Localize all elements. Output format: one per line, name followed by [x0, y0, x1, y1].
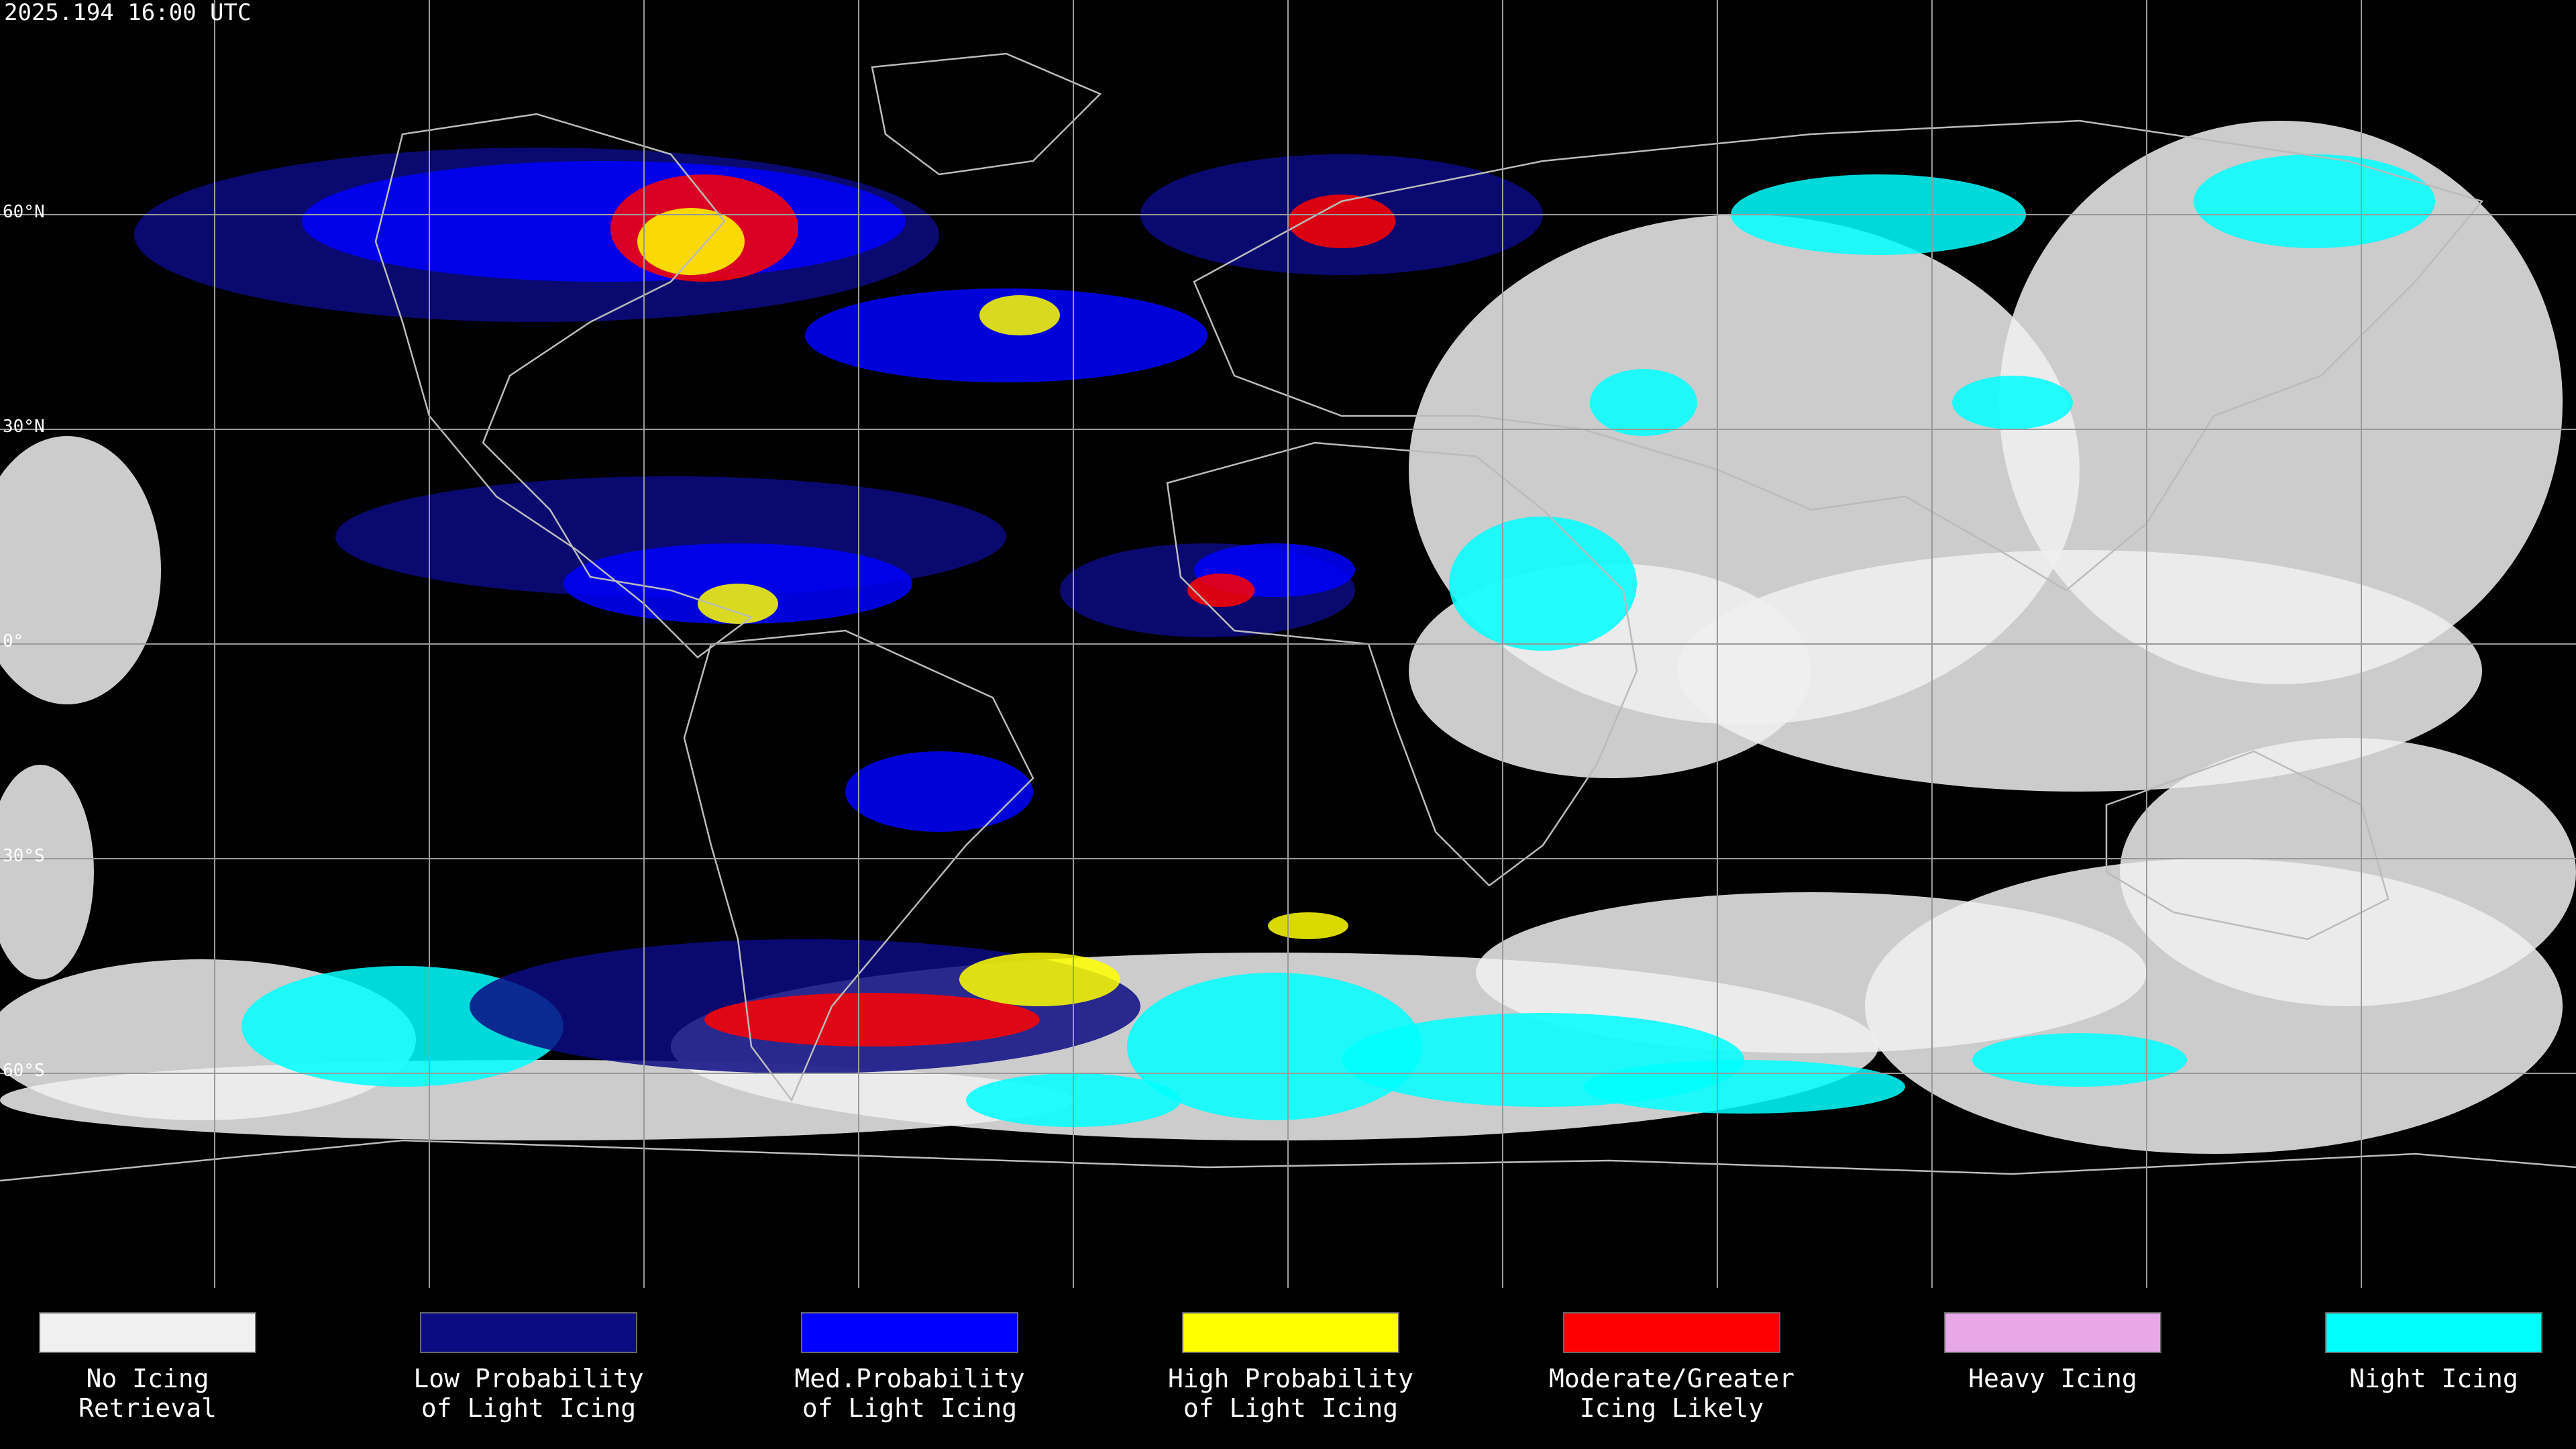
- legend-label: High Probability: [1168, 1364, 1413, 1393]
- cloud-area: [704, 993, 1040, 1046]
- latitude-label: 0°: [3, 631, 23, 651]
- cloud-area: [0, 436, 161, 704]
- latitude-label: 30°N: [3, 417, 45, 437]
- cloud-area: [1590, 369, 1697, 436]
- legend-label: of Light Icing: [1183, 1393, 1398, 1423]
- legend-label: Heavy Icing: [1968, 1364, 2137, 1393]
- cloud-area: [959, 953, 1120, 1006]
- legend-label: of Light Icing: [802, 1393, 1017, 1423]
- cloud-area: [698, 584, 778, 624]
- legend-swatch: [1182, 1312, 1399, 1353]
- cloud-area: [1187, 574, 1254, 607]
- graticule: [0, 0, 2576, 1288]
- coastline: [0, 1139, 2576, 1182]
- map-labels: 2025.194 16:00 UTC 60°N 30°N 0° 30°S 60°S: [3, 0, 251, 1081]
- latitude-label: 60°N: [3, 202, 45, 222]
- cloud-area: [1583, 1060, 1905, 1114]
- cloud-area: [845, 751, 1033, 832]
- cloud-area: [0, 765, 94, 979]
- cloud-area: [2194, 154, 2435, 248]
- cloud-area: [1972, 1033, 2187, 1087]
- legend-swatch: [1563, 1312, 1780, 1353]
- cloud-area: [302, 161, 906, 282]
- cloud-area: [1865, 859, 2563, 1154]
- legend-label: Moderate/Greater: [1549, 1364, 1794, 1393]
- legend-label: of Light Icing: [421, 1393, 636, 1423]
- legend-swatch: [420, 1312, 637, 1353]
- coastline: [683, 629, 1034, 1102]
- legend-label: Med.Probability: [794, 1364, 1024, 1393]
- cloud-area: [1449, 517, 1637, 651]
- legend-label: Retrieval: [78, 1393, 217, 1423]
- cloud-area: [1127, 973, 1422, 1120]
- cloud-area: [0, 1060, 1073, 1140]
- cloud-area: [637, 208, 745, 275]
- coastline: [871, 52, 1102, 176]
- cloud-layer: [0, 121, 2576, 1154]
- latitude-label: 60°S: [3, 1061, 45, 1081]
- legend-swatch: [1944, 1312, 2161, 1353]
- cloud-area: [979, 295, 1060, 335]
- cloud-area: [1268, 912, 1348, 939]
- cloud-area: [1999, 121, 2563, 684]
- legend-swatch: [801, 1312, 1018, 1353]
- coastline: [2105, 750, 2390, 941]
- cloud-area: [805, 288, 1208, 382]
- legend-label: No Icing: [86, 1364, 209, 1393]
- cloud-area: [1952, 376, 2073, 429]
- coastline: [1166, 441, 1638, 887]
- legend-label: Low Probability: [413, 1364, 643, 1393]
- legend-swatch: [2325, 1312, 2542, 1353]
- cloud-area: [1288, 195, 1395, 248]
- legend-swatch: [39, 1312, 256, 1353]
- legend-label: Night Icing: [2349, 1364, 2518, 1393]
- cloud-area: [1677, 550, 2482, 792]
- timestamp: 2025.194 16:00 UTC: [4, 0, 251, 26]
- legend-label: Icing Likely: [1580, 1393, 1764, 1423]
- latitude-label: 30°S: [3, 846, 45, 866]
